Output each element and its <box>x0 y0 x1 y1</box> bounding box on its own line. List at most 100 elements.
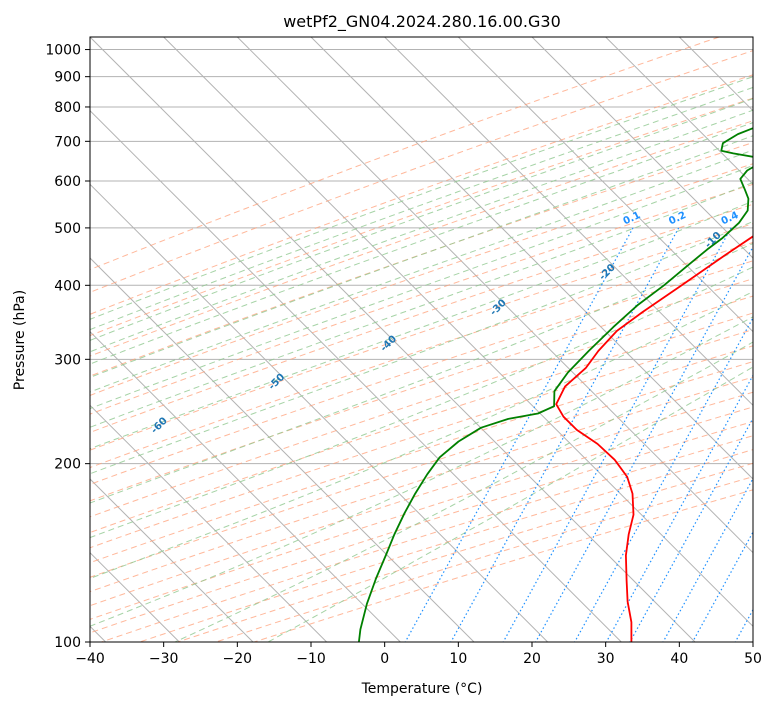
mixing-ratio-line <box>605 374 753 642</box>
moist-adiabat <box>90 316 753 627</box>
isotherm-line <box>678 37 753 112</box>
mixing-ratio-line <box>734 608 753 642</box>
mixing-ratio-line <box>404 227 634 642</box>
line-labels: -100-90-80-70-60-50-40-30-20-10010203040… <box>21 210 773 491</box>
moist-adiabat <box>90 98 753 341</box>
y-tick-label: 100 <box>54 635 81 651</box>
moist-adiabat <box>90 291 753 579</box>
isotherm-line <box>90 109 622 642</box>
isotherm-label: -10 <box>703 230 724 251</box>
dry-adiabat <box>90 312 753 534</box>
dry-adiabat <box>90 74 753 315</box>
dry-adiabat <box>90 391 753 607</box>
x-tick-label: 40 <box>670 651 688 667</box>
x-tick-label: 10 <box>449 651 467 667</box>
mixing-ratio-label: 0.1 <box>622 210 643 227</box>
x-tick-label: −30 <box>149 651 179 667</box>
mixing-ratio-line <box>629 417 753 642</box>
isotherm-line <box>236 37 753 554</box>
mixing-ratio-lines <box>404 227 775 642</box>
dry-adiabat <box>101 435 753 642</box>
dry-adiabat <box>90 163 753 396</box>
dry-adiabat <box>90 278 753 502</box>
temperature-profile <box>555 235 753 642</box>
x-tick-label: −40 <box>75 651 105 667</box>
mixing-ratio-line <box>662 477 753 642</box>
mixing-ratio-label: 0.6 <box>752 210 773 227</box>
dry-adiabat <box>90 120 753 357</box>
isotherm-label: -60 <box>149 416 170 437</box>
isotherm-line <box>90 257 475 642</box>
isotherm-line <box>90 478 254 642</box>
x-tick-label: 0 <box>380 651 389 667</box>
x-tick-label: 20 <box>523 651 541 667</box>
isotherm-line <box>384 37 753 407</box>
mixing-ratio-line <box>502 227 732 642</box>
chart-title: wetPf2_GN04.2024.280.16.00.G30 <box>283 12 561 32</box>
isotherm-label: -50 <box>267 372 288 393</box>
y-tick-label: 400 <box>54 278 81 294</box>
x-axis-label: Temperature (°C) <box>361 681 483 697</box>
mixing-ratio-line <box>535 245 753 642</box>
moist-adiabat <box>90 200 753 450</box>
dry-adiabat <box>215 476 753 642</box>
moist-adiabat <box>90 76 753 320</box>
isotherm-label: -20 <box>597 262 618 283</box>
y-tick-label: 900 <box>54 70 81 86</box>
y-tick-label: 800 <box>54 100 81 116</box>
dry-adiabat <box>177 462 753 642</box>
plot-area: -100-90-80-70-60-50-40-30-20-10010203040… <box>21 37 775 642</box>
x-axis-ticks: −40 −30 −20 −10 0 10 20 30 40 50 <box>75 642 762 667</box>
moist-adiabat <box>90 86 753 331</box>
isotherm-label: -30 <box>488 298 509 319</box>
dry-adiabat <box>90 37 720 271</box>
isotherm-line <box>90 330 401 642</box>
y-tick-label: 500 <box>54 221 81 237</box>
dry-adiabat <box>90 223 753 451</box>
mixing-ratio-line <box>574 316 753 642</box>
isotherm-line <box>90 183 549 642</box>
mixing-ratio-label: 0.2 <box>667 210 688 227</box>
mixing-ratio-line <box>765 228 775 642</box>
pressure-gridlines <box>90 49 753 642</box>
moist-adiabat <box>90 266 753 539</box>
isotherm-line <box>163 37 753 628</box>
isotherm-label: -70 <box>21 470 42 491</box>
moist-adiabat <box>90 109 753 353</box>
x-tick-label: −10 <box>296 651 326 667</box>
isotherm-line <box>605 37 753 186</box>
y-tick-label: 700 <box>54 134 81 150</box>
x-tick-label: 30 <box>597 651 615 667</box>
dry-adiabat <box>90 50 753 293</box>
y-tick-label: 300 <box>54 352 81 368</box>
dry-adiabat <box>90 329 753 549</box>
isotherm-line <box>531 37 753 259</box>
y-axis-ticks: 100 200 300 400 500 600 700 800 900 1000 <box>45 43 90 651</box>
dry-adiabat <box>90 361 753 578</box>
moist-adiabat <box>267 366 753 642</box>
dry-adiabat <box>90 97 753 337</box>
mixing-ratio-line <box>450 227 680 642</box>
x-tick-label: −20 <box>223 651 253 667</box>
sounding-series <box>358 127 753 642</box>
y-tick-label: 1000 <box>45 43 81 59</box>
y-axis-label: Pressure (hPa) <box>12 290 28 390</box>
isotherm-line <box>752 37 753 38</box>
isotherm-line <box>90 404 328 642</box>
isotherm-lines <box>90 37 753 642</box>
moist-adiabat-lines <box>90 76 753 642</box>
isotherm-line <box>457 37 753 333</box>
y-tick-label: 200 <box>54 457 81 473</box>
moist-adiabat <box>90 181 753 428</box>
x-tick-label: 50 <box>744 651 762 667</box>
isotherm-line <box>310 37 753 480</box>
y-tick-label: 600 <box>54 174 81 190</box>
plot-frame <box>89 36 754 643</box>
dry-adiabat <box>90 260 753 485</box>
dewpoint-profile <box>358 127 753 642</box>
moist-adiabat <box>90 242 753 504</box>
isotherm-line <box>90 37 696 642</box>
dry-adiabat <box>90 142 753 377</box>
moist-adiabat <box>90 164 753 410</box>
